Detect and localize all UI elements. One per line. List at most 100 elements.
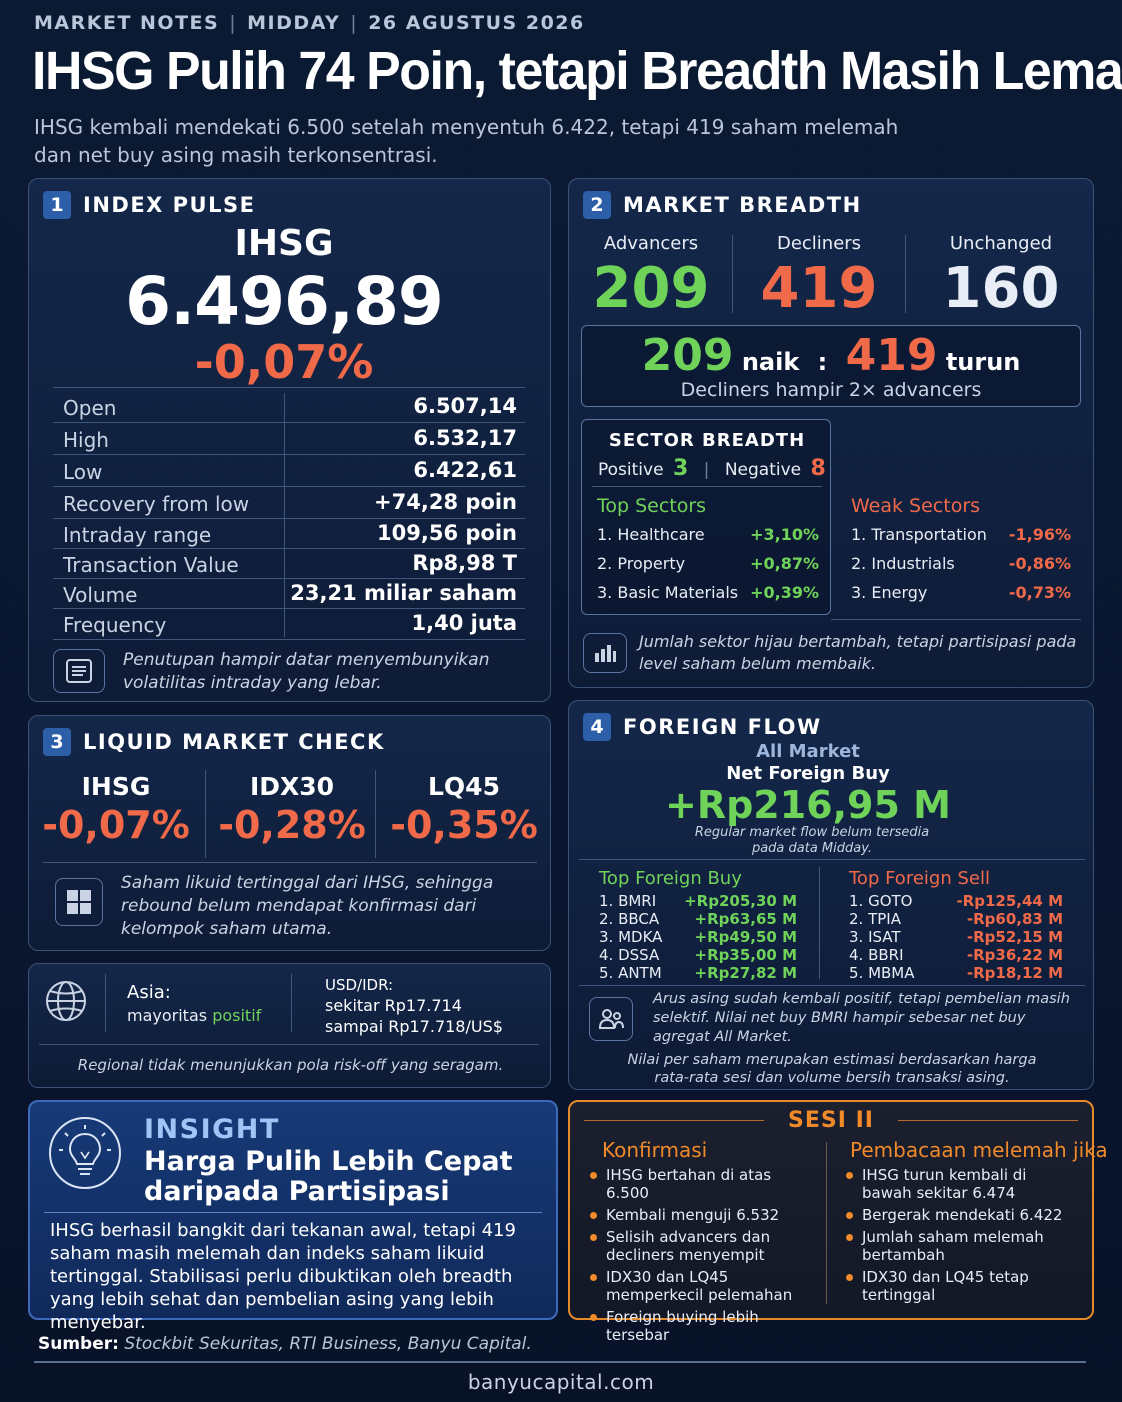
footer-url[interactable]: banyucapital.com xyxy=(467,1370,655,1394)
source-line: Sumber: Stockbit Sekuritas, RTI Business… xyxy=(38,1334,532,1354)
bar-chart-icon xyxy=(583,633,627,673)
stat-value: 23,21 miliar saham xyxy=(290,581,517,605)
stat-row-range: Intraday range 109,56 poin xyxy=(53,519,525,549)
foreign-scope: All Market xyxy=(756,741,860,762)
stat-value: +74,28 poin xyxy=(374,490,517,514)
weak-reading-title: Pembacaan melemah jika xyxy=(850,1138,1108,1162)
list-item: IHSG turun kembali di bawah sekitar 6.47… xyxy=(844,1166,1074,1202)
kicker-separator: | xyxy=(229,12,238,34)
advancers-label: Advancers xyxy=(603,233,699,254)
ratio-note: Decliners hampir 2× advancers xyxy=(680,379,982,401)
panel-number-badge: 2 xyxy=(583,191,611,219)
confirm-list: IHSG bertahan di atas 6.500 Kembali meng… xyxy=(588,1166,814,1348)
kicker-label: MARKET NOTES xyxy=(34,12,220,34)
subtitle: IHSG kembali mendekati 6.500 setelah men… xyxy=(34,115,899,167)
decliners-value: 419 xyxy=(760,256,878,321)
top-sectors-list: 1. Healthcare +3,10% 2. Property +0,87% 3.… xyxy=(597,521,819,608)
ratio-down-word: turun xyxy=(945,348,1021,376)
list-item: Foreign buying lebih tersebar xyxy=(588,1308,814,1344)
liquid-item-lq45: LQ45 -0,35% xyxy=(379,772,549,847)
list-item: 1. Transportation -1,96% xyxy=(851,525,1071,544)
index-value: 6.496,89 xyxy=(125,263,444,340)
stat-value: Rp8,98 T xyxy=(412,551,517,575)
kicker-date: 26 AGUSTUS 2026 xyxy=(368,12,585,34)
stat-label: Volume xyxy=(63,583,138,607)
unchanged-value: 160 xyxy=(942,256,1060,321)
negative-count: 8 xyxy=(810,456,826,481)
index-pulse-note: Penutupan hampir datar menyembunyikan vo… xyxy=(123,650,490,693)
sesi-title: SESI II xyxy=(788,1108,874,1133)
liquid-value: -0,35% xyxy=(390,803,538,847)
negative-label: Negative xyxy=(724,460,802,480)
foreign-net-value: +Rp216,95 M xyxy=(665,783,951,827)
unchanged-stat: Unchanged 160 xyxy=(921,233,1081,321)
liquid-market-panel: 3 LIQUID MARKET CHECK IHSG -0,07% IDX30 … xyxy=(28,715,551,951)
top-foreign-sell-title: Top Foreign Sell xyxy=(849,868,990,889)
list-item: IDX30 dan LQ45 tetap tertinggal xyxy=(844,1268,1074,1304)
list-item: 1. BMRI +Rp205,30 M xyxy=(599,892,797,910)
market-breadth-note: Jumlah sektor hijau bertambah, tetapi pa… xyxy=(639,632,1077,673)
panel-title-text: INDEX PULSE xyxy=(83,193,256,217)
top-foreign-buy-list: 1. BMRI +Rp205,30 M 2. BBCA +Rp63,65 M 3. … xyxy=(599,892,797,982)
regional-note: Regional tidak menunjukkan pola risk-off… xyxy=(77,1056,504,1074)
globe-icon xyxy=(45,980,87,1026)
liquid-value: -0,28% xyxy=(218,803,366,847)
top-foreign-buy-title: Top Foreign Buy xyxy=(599,868,742,889)
sector-counts: Positive 3 | Negative 8 xyxy=(598,456,826,481)
insight-title-line-1: Harga Pulih Lebih Cepat xyxy=(144,1146,513,1177)
panel-number-badge: 3 xyxy=(43,728,71,756)
liquid-value: -0,07% xyxy=(42,803,190,847)
top-foreign-sell-list: 1. GOTO -Rp125,44 M 2. TPIA -Rp60,83 M 3. … xyxy=(849,892,1063,982)
stat-value: 1,40 juta xyxy=(411,611,517,635)
panel-title-text: LIQUID MARKET CHECK xyxy=(83,730,385,754)
insight-title-line-2: daripada Partisipasi xyxy=(144,1176,450,1207)
foreign-label: Net Foreign Buy xyxy=(726,763,890,784)
document-lines-icon xyxy=(53,649,105,693)
fx-line-1: sekitar Rp17.714 xyxy=(325,996,462,1015)
weak-sectors-title: Weak Sectors xyxy=(851,495,981,517)
kicker-session: MIDDAY xyxy=(247,12,341,34)
ratio-colon: : xyxy=(817,348,828,376)
sector-breadth-title: SECTOR BREADTH xyxy=(608,430,806,451)
list-item: Kembali menguji 6.532 xyxy=(588,1206,814,1224)
footer-divider xyxy=(34,1361,1086,1363)
panel-title: 4 FOREIGN FLOW xyxy=(583,713,822,741)
stat-label: Recovery from low xyxy=(63,492,250,516)
source-label: Sumber: xyxy=(38,1334,119,1354)
insight-panel: INSIGHT Harga Pulih Lebih Cepat daripada… xyxy=(28,1100,558,1333)
list-item: 5. ANTM +Rp27,82 M xyxy=(599,964,797,982)
panel-number-badge: 1 xyxy=(43,191,71,219)
liquid-label: IHSG xyxy=(81,772,151,801)
liquid-market-note: Saham likuid tertinggal dari IHSG, sehin… xyxy=(121,873,494,939)
list-item: IHSG bertahan di atas 6.500 xyxy=(588,1166,814,1202)
panel-title: 1 INDEX PULSE xyxy=(43,191,255,219)
liquid-label: IDX30 xyxy=(249,772,335,801)
advancers-value: 209 xyxy=(592,256,710,321)
foreign-flow-note: Arus asing sudah kembali positif, tetapi… xyxy=(653,991,1070,1045)
stat-row-low: Low 6.422,61 xyxy=(53,456,525,486)
stat-row-frequency: Frequency 1,40 juta xyxy=(53,609,525,639)
asia-status-value: positif xyxy=(212,1006,262,1025)
stat-value: 109,56 poin xyxy=(377,521,517,545)
insight-label: INSIGHT xyxy=(144,1114,280,1145)
kicker: MARKET NOTES | MIDDAY | 26 AGUSTUS 2026 xyxy=(34,12,585,34)
stat-label: Low xyxy=(63,460,103,484)
list-item: 1. Healthcare +3,10% xyxy=(597,525,819,544)
asia-text: mayoritas xyxy=(127,1006,208,1025)
users-icon xyxy=(589,997,633,1041)
decliners-label: Decliners xyxy=(776,233,862,254)
regional-panel: Asia: mayoritas positif USD/IDR: sekitar… xyxy=(28,963,551,1088)
panel-number-badge: 4 xyxy=(583,713,611,741)
advancers-stat: Advancers 209 xyxy=(571,233,731,321)
panel-title-text: FOREIGN FLOW xyxy=(623,715,822,739)
stat-row-transaction-value: Transaction Value Rp8,98 T xyxy=(53,549,525,579)
panel-title: 3 LIQUID MARKET CHECK xyxy=(43,728,385,756)
liquid-item-ihsg: IHSG -0,07% xyxy=(31,772,201,847)
weak-reading-list: IHSG turun kembali di bawah sekitar 6.47… xyxy=(844,1166,1074,1308)
list-item: 3. ISAT -Rp52,15 M xyxy=(849,928,1063,946)
breadth-ratio: 209 naik : 419 turun xyxy=(582,330,1080,381)
list-item: 2. TPIA -Rp60,83 M xyxy=(849,910,1063,928)
headline: IHSG Pulih 74 Poin, tetapi Breadth Masih… xyxy=(32,41,1122,101)
sector-breadth-box: SECTOR BREADTH Positive 3 | Negative 8 xyxy=(581,419,831,615)
weak-sectors-list: 1. Transportation -1,96% 2. Industrials -0… xyxy=(851,521,1071,608)
